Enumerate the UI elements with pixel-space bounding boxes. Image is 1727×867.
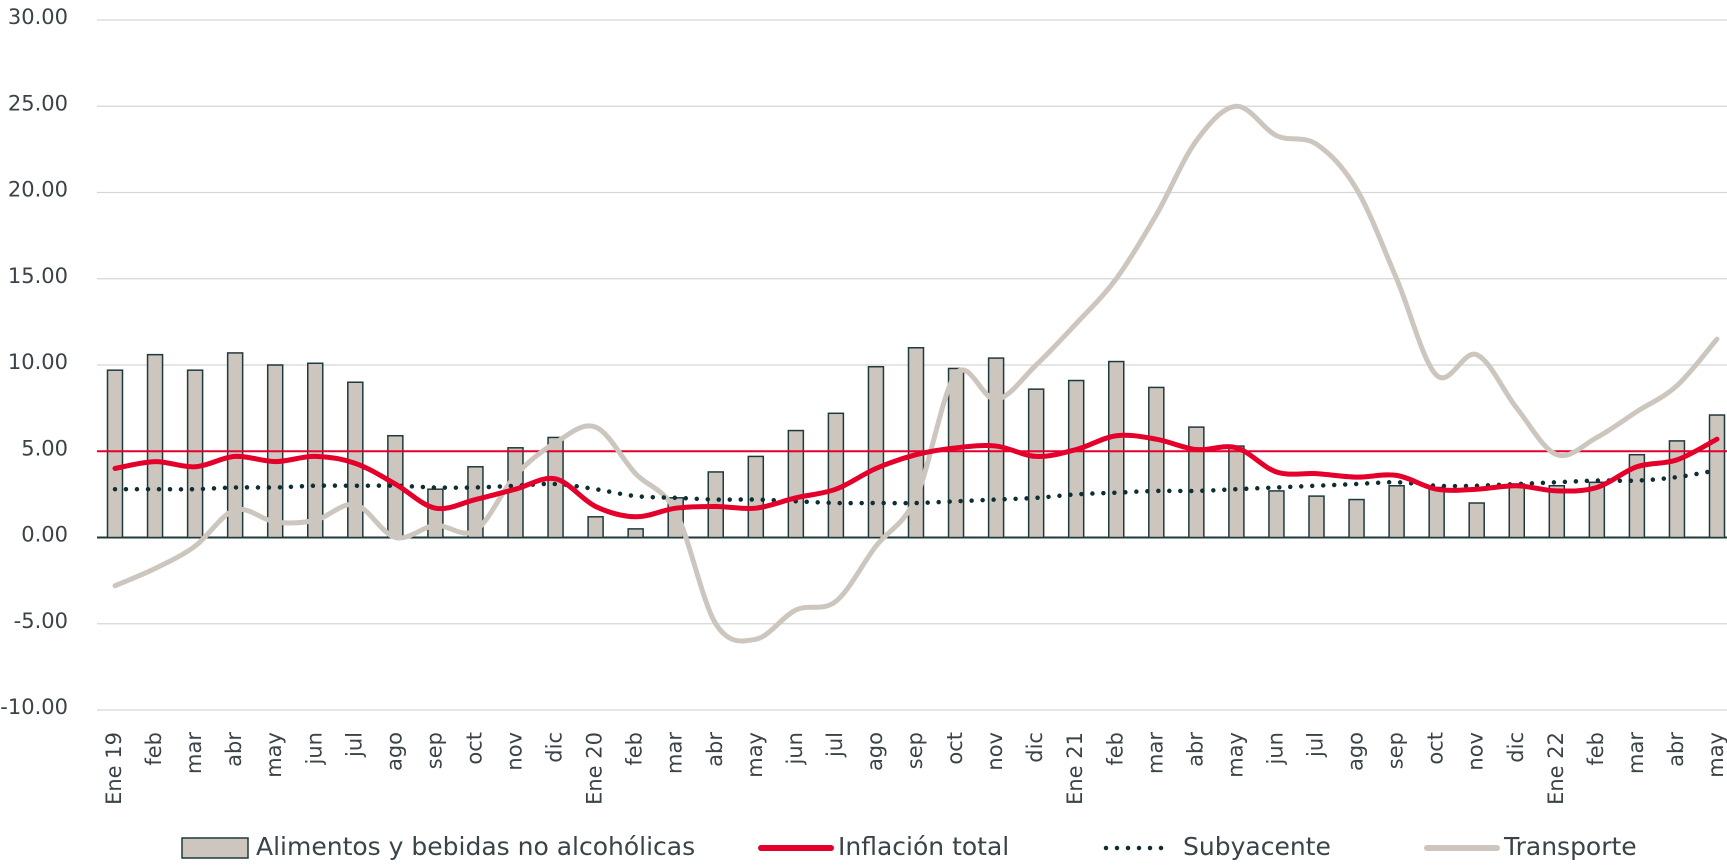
- x-tick-label: abr: [222, 732, 246, 767]
- x-tick-label: mar: [1143, 732, 1167, 774]
- x-tick-label: feb: [142, 732, 166, 766]
- x-tick-label: dic: [1023, 732, 1047, 763]
- x-tick-label: jul: [342, 732, 366, 758]
- y-tick-label: 30.00: [8, 5, 68, 29]
- x-tick-label: ago: [863, 732, 887, 771]
- x-tick-label: nov: [983, 732, 1007, 771]
- line: [112, 432, 1720, 520]
- bar: [587, 516, 604, 539]
- x-tick-label: ago: [1344, 732, 1368, 771]
- x-tick-label: dic: [1504, 732, 1528, 763]
- legend-label: Inflación total: [838, 832, 1009, 861]
- line: [112, 103, 1720, 644]
- x-tick-label: may: [1223, 732, 1247, 778]
- y-tick-label: -5.00: [14, 609, 68, 633]
- bar: [427, 488, 444, 539]
- y-tick-label: 0.00: [21, 523, 68, 547]
- bar: [627, 528, 644, 539]
- x-tick-label: Ene 22: [1544, 732, 1568, 805]
- x-tick-label: oct: [462, 732, 486, 765]
- bar: [747, 455, 765, 539]
- bar: [106, 369, 124, 539]
- x-tick-label: mar: [663, 732, 687, 774]
- x-tick-label: sep: [422, 732, 446, 769]
- bar: [1668, 440, 1686, 539]
- x-tick-label: jul: [823, 732, 847, 758]
- x-tick-label: oct: [943, 732, 967, 765]
- x-tick-label: feb: [1103, 732, 1127, 766]
- legend-label: Alimentos y bebidas no alcohólicas: [256, 832, 695, 861]
- bar: [1228, 445, 1245, 539]
- bar: [827, 412, 845, 539]
- legend-label: Transporte: [1503, 832, 1637, 861]
- x-tick-label: Ene 20: [583, 732, 607, 805]
- y-tick-label: 15.00: [8, 264, 68, 288]
- x-tick-label: ago: [382, 732, 406, 771]
- x-tick-label: jun: [302, 732, 326, 765]
- bar: [1388, 485, 1405, 539]
- x-tick-label: nov: [1464, 732, 1488, 771]
- x-tick-label: jun: [1263, 732, 1287, 765]
- bar: [1308, 495, 1325, 539]
- bar: [1268, 490, 1285, 539]
- x-tick-label: may: [262, 732, 286, 778]
- legend-label: Subyacente: [1183, 832, 1331, 861]
- x-tick-label: Ene 21: [1063, 732, 1087, 805]
- dotted-line: [112, 467, 1720, 506]
- bar: [1067, 379, 1085, 539]
- y-tick-label: 5.00: [21, 436, 68, 460]
- x-tick-label: nov: [503, 732, 527, 771]
- x-tick-label: mar: [182, 732, 206, 774]
- bar: [146, 353, 164, 539]
- legend-swatch: [181, 837, 249, 859]
- bar: [1027, 388, 1045, 539]
- bar: [1108, 360, 1125, 539]
- bar: [1508, 483, 1525, 539]
- y-tick-label: 20.00: [8, 178, 68, 202]
- bar: [226, 352, 244, 539]
- x-tick-label: may: [1704, 732, 1727, 778]
- bar: [1148, 386, 1165, 539]
- x-tick-label: Ene 19: [102, 732, 126, 805]
- bar: [787, 429, 805, 539]
- bar: [1188, 426, 1205, 539]
- x-tick-label: jun: [783, 732, 807, 765]
- x-tick-label: sep: [903, 732, 927, 769]
- x-tick-label: abr: [1664, 732, 1688, 767]
- bar: [1708, 414, 1726, 539]
- bar: [1468, 502, 1485, 539]
- bar: [947, 367, 965, 539]
- x-tick-label: feb: [1584, 732, 1608, 766]
- x-tick-label: oct: [1424, 732, 1448, 765]
- bar: [1628, 453, 1646, 539]
- y-tick-label: 25.00: [8, 91, 68, 115]
- y-tick-label: -10.00: [0, 695, 68, 719]
- x-tick-label: may: [743, 732, 767, 778]
- x-tick-label: abr: [1183, 732, 1207, 767]
- x-tick-label: sep: [1384, 732, 1408, 769]
- bar: [186, 369, 204, 539]
- x-tick-label: abr: [703, 732, 727, 767]
- bar: [1428, 486, 1445, 539]
- x-tick-label: mar: [1624, 732, 1648, 774]
- x-tick-label: jul: [1304, 732, 1328, 758]
- bar: [1348, 498, 1365, 539]
- x-tick-label: dic: [543, 732, 567, 763]
- bar: [547, 436, 564, 539]
- y-tick-label: 10.00: [8, 350, 68, 374]
- bar: [1548, 485, 1566, 539]
- x-tick-label: feb: [623, 732, 647, 766]
